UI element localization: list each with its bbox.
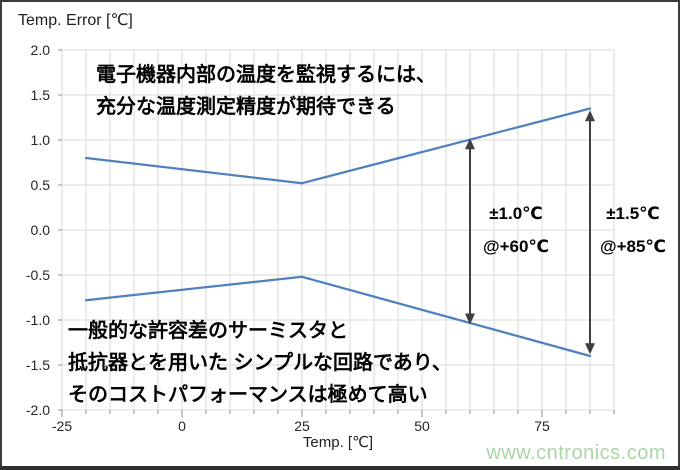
y-axis-tick-label: 2.0 bbox=[30, 42, 50, 58]
arrowhead-down-icon bbox=[465, 313, 475, 325]
annotation-top-line1: 電子機器内部の温度を監視するには、 bbox=[96, 64, 436, 86]
tolerance-value-85c: ±1.5℃ bbox=[606, 204, 660, 223]
plot-area bbox=[58, 49, 615, 417]
y-axis-tick-label: 1.0 bbox=[30, 132, 50, 148]
y-axis-tick-label: -1.5 bbox=[25, 357, 50, 373]
x-axis-tick-label: 50 bbox=[414, 418, 430, 434]
y-axis-tick-label: 1.5 bbox=[30, 87, 50, 103]
y-axis-tick-labels: 2.0 1.5 1.0 0.5 0.0 -0.5 -1.0 -1.5 -2.0 bbox=[2, 42, 52, 418]
lower-tolerance-error-line bbox=[84, 275, 592, 358]
x-axis-tick-label: 75 bbox=[534, 418, 550, 434]
tolerance-temp-85c: @+85℃ bbox=[600, 237, 666, 256]
x-axis-tick-label: 25 bbox=[294, 418, 310, 434]
upper-tolerance-error-line bbox=[84, 107, 592, 185]
annotation-bottom-line1: 一般的な許容差のサーミスタと bbox=[68, 320, 348, 342]
x-axis-tick-label: 0 bbox=[178, 418, 186, 434]
tolerance-value-60c: ±1.0℃ bbox=[489, 204, 543, 223]
arrowhead-up-icon bbox=[585, 110, 595, 122]
tolerance-temp-60c: @+60℃ bbox=[483, 237, 549, 256]
y-axis-tick-label: -2.0 bbox=[25, 402, 50, 418]
x-axis-title: Temp. [℃] bbox=[302, 434, 374, 451]
annotation-bottom-line2: 抵抗器とを用いた シンプルな回路であり、 bbox=[68, 352, 452, 374]
annotation-bottom-text: 一般的な許容差のサーミスタと 抵抗器とを用いた シンプルな回路であり、 そのコス… bbox=[68, 315, 452, 411]
annotation-top-text: 電子機器内部の温度を監視するには、 充分な温度測定精度が期待できる bbox=[96, 59, 436, 123]
y-axis-tick-label: -1.0 bbox=[25, 312, 50, 328]
arrowhead-up-icon bbox=[465, 138, 475, 150]
y-axis-tick-label: 0.0 bbox=[30, 222, 50, 238]
annotation-bottom-line3: そのコストパフォーマンスは極めて高い bbox=[68, 384, 428, 406]
x-axis-tick-labels: -25 0 25 50 75 bbox=[52, 418, 614, 434]
temp-error-chart bbox=[58, 49, 615, 417]
y-axis-tick-label: -0.5 bbox=[25, 267, 50, 283]
watermark-text: www.cntronics.com bbox=[486, 442, 666, 464]
arrowhead-down-icon bbox=[585, 343, 595, 355]
annotation-top-line2: 充分な温度測定精度が期待できる bbox=[96, 96, 396, 118]
chart-title: Temp. Error [℃] bbox=[18, 12, 133, 29]
y-axis-tick-label: 0.5 bbox=[30, 177, 50, 193]
tolerance-label-60c: ±1.0℃ @+60℃ bbox=[470, 197, 562, 263]
tolerance-label-85c: ±1.5℃ @+85℃ bbox=[588, 197, 678, 263]
x-axis-tick-label: -25 bbox=[51, 418, 73, 434]
